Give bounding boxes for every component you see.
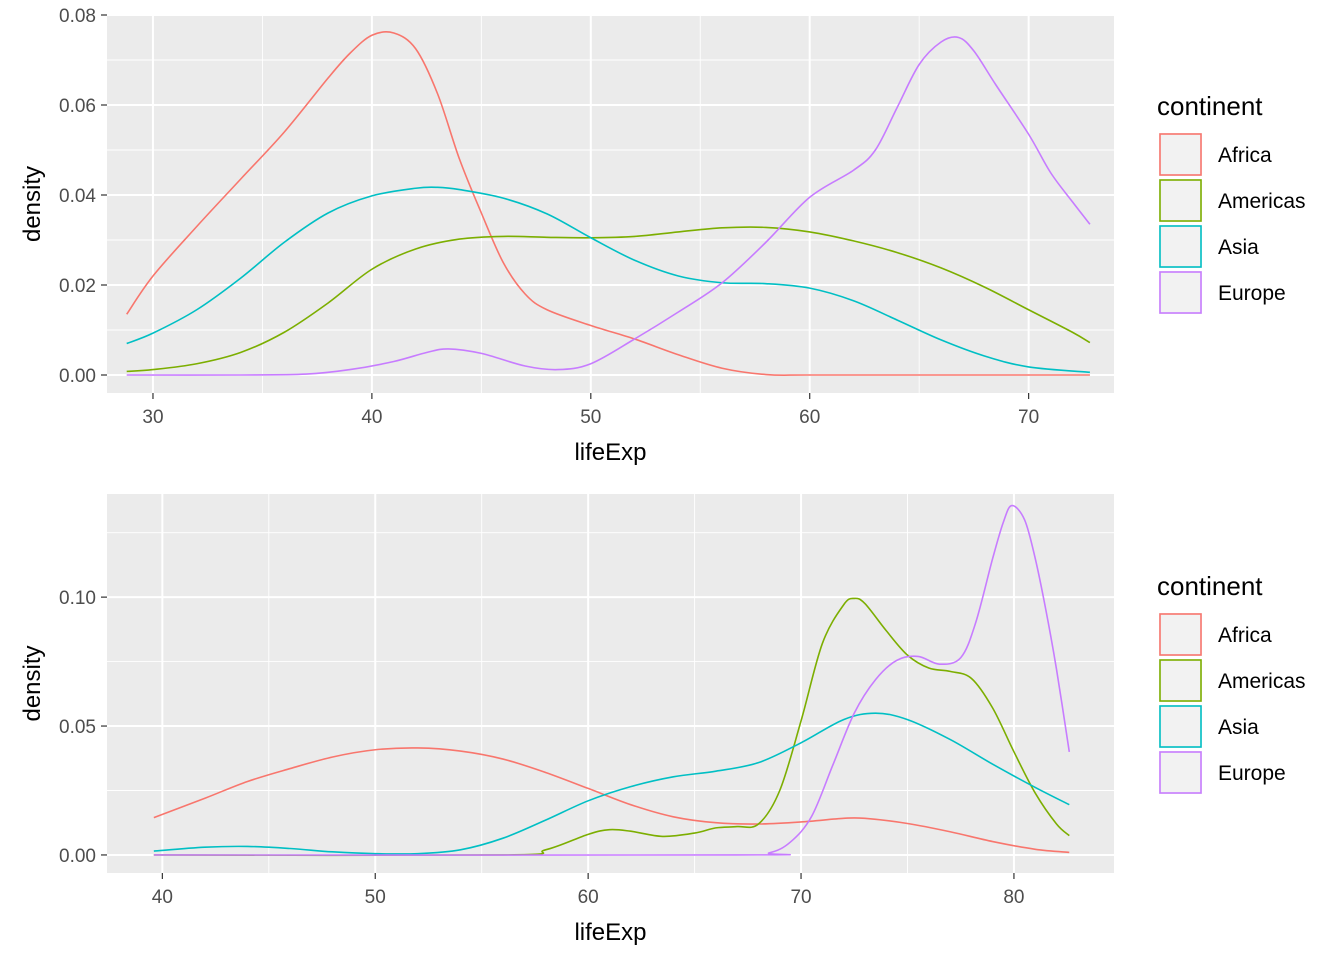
density-line-africa [153,747,1070,854]
legend-key-asia [1159,705,1202,748]
legend-key-asia [1159,225,1202,268]
plot-panel [107,15,1114,393]
legend-title: continent [1157,571,1263,601]
legend-label-asia: Asia [1218,236,1259,259]
y-axis-title: density [19,645,46,721]
legend-key-africa [1159,133,1202,176]
y-tick-label: 0.04 [59,186,96,207]
y-tick-label: 0.06 [59,96,96,117]
chart-1: 30 40 50 60 70 0.00 0.02 0.04 0.06 0.08 lifeExp den… [19,6,1306,466]
legend-key-bg [1159,179,1202,222]
density-line-americas [126,226,1091,373]
x-tick-label: 70 [790,887,811,908]
legend-key-americas [1159,659,1202,702]
density-line-americas [153,597,1070,857]
plot-panel [107,494,1114,873]
x-axis-title: lifeExp [574,439,646,466]
legend: continent Africa Americas Asia Europe [1157,571,1306,794]
x-tick-label: 80 [1003,887,1024,908]
legend-key-bg [1159,705,1202,748]
x-tick-label: 50 [580,407,601,428]
density-line-asia [126,186,1090,374]
legend-key-bg [1159,225,1202,268]
chart-2: 40 50 60 70 80 0.00 0.05 0.10 lifeExp density cont… [19,494,1306,946]
legend-key-africa [1159,613,1202,656]
legend-key-bg [1159,659,1202,702]
legend-label-americas: Americas [1218,190,1306,213]
x-tick-label: 40 [152,887,173,908]
density-line-africa [126,31,1090,376]
y-tick-label: 0.00 [59,366,96,387]
x-tick-label: 40 [361,407,382,428]
x-tick-label: 60 [578,887,599,908]
legend-label-americas: Americas [1218,670,1306,693]
x-tick-label: 60 [799,407,820,428]
legend-key-bg [1159,613,1202,656]
x-tick-label: 30 [142,407,163,428]
legend: continent Africa Americas Asia Europe [1157,91,1306,314]
legend-label-europe: Europe [1218,282,1286,305]
legend-key-americas [1159,179,1202,222]
legend-key-bg [1159,133,1202,176]
y-axis-title: density [19,166,46,242]
density-line-europe [153,504,1071,856]
density-line-europe [126,36,1091,376]
legend-label-europe: Europe [1218,762,1286,785]
y-tick-label: 0.00 [59,846,96,867]
legend-key-europe [1159,751,1202,794]
legend-title: continent [1157,91,1263,121]
legend-label-africa: Africa [1218,144,1272,167]
x-tick-label: 50 [365,887,386,908]
y-tick-label: 0.02 [59,276,96,297]
y-tick-label: 0.08 [59,6,96,27]
y-tick-label: 0.05 [59,717,96,738]
legend-key-bg [1159,751,1202,794]
y-tick-label: 0.10 [59,588,96,609]
x-axis-title: lifeExp [574,919,646,946]
density-line-asia [153,712,1070,855]
legend-label-asia: Asia [1218,716,1259,739]
x-tick-label: 70 [1018,407,1039,428]
legend-key-europe [1159,271,1202,314]
legend-label-africa: Africa [1218,624,1272,647]
legend-key-bg [1159,271,1202,314]
